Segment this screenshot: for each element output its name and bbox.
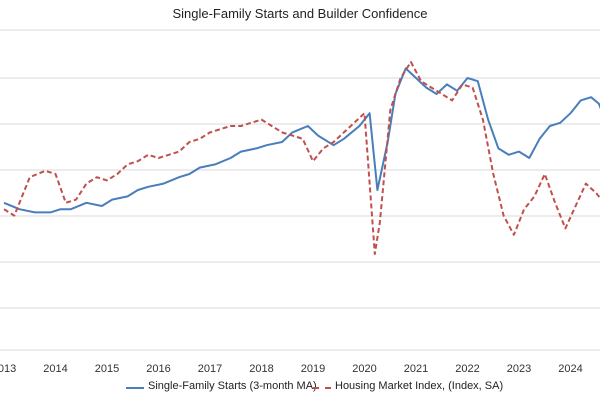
x-tick-2022: 2022 (455, 363, 479, 375)
x-tick-2018: 2018 (249, 363, 273, 375)
chart-title: Single-Family Starts and Builder Confide… (172, 6, 428, 21)
x-tick-2016: 2016 (146, 363, 170, 375)
series-line-0 (3, 67, 600, 214)
x-tick-2015: 2015 (95, 363, 119, 375)
gridlines (0, 29, 600, 351)
x-tick-2017: 2017 (198, 363, 222, 375)
series-line-1 (3, 61, 600, 255)
x-tick-2021: 2021 (404, 363, 428, 375)
x-tick-labels: 2013 2014 2015 2016 2017 2018 2019 2020 2021 2022… (0, 363, 583, 375)
legend: Single-Family Starts (3-month MA) Housin… (0, 380, 600, 396)
x-tick-2014: 2014 (43, 363, 67, 375)
legend-swatch-hmi (313, 387, 331, 389)
x-tick-2023: 2023 (507, 363, 531, 375)
x-tick-2019: 2019 (301, 363, 325, 375)
legend-label-hmi: Housing Market Index, (Index, SA) (335, 380, 504, 392)
x-tick-2024: 2024 (558, 363, 582, 375)
legend-swatch-starts (126, 387, 144, 389)
legend-label-starts: Single-Family Starts (3-month MA) (148, 380, 317, 392)
x-tick-2020: 2020 (352, 363, 376, 375)
series-layer (3, 61, 600, 255)
x-tick-2013: 2013 (0, 363, 16, 375)
